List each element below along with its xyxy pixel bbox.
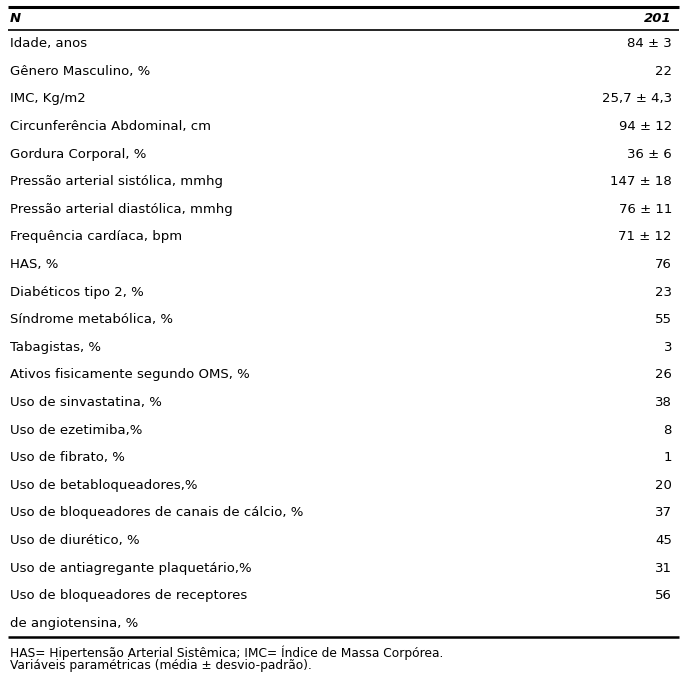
- Text: Uso de diurético, %: Uso de diurético, %: [10, 534, 139, 547]
- Text: 76: 76: [655, 258, 672, 271]
- Text: Síndrome metabólica, %: Síndrome metabólica, %: [10, 313, 173, 326]
- Text: 147 ± 18: 147 ± 18: [610, 175, 672, 188]
- Text: 36 ± 6: 36 ± 6: [627, 148, 672, 161]
- Text: 55: 55: [655, 313, 672, 326]
- Text: de angiotensina, %: de angiotensina, %: [10, 617, 138, 630]
- Text: 38: 38: [655, 396, 672, 409]
- Text: Idade, anos: Idade, anos: [10, 38, 87, 51]
- Text: Ativos fisicamente segundo OMS, %: Ativos fisicamente segundo OMS, %: [10, 369, 250, 382]
- Text: Uso de betabloqueadores,%: Uso de betabloqueadores,%: [10, 479, 197, 492]
- Text: 25,7 ± 4,3: 25,7 ± 4,3: [602, 92, 672, 105]
- Text: Frequência cardíaca, bpm: Frequência cardíaca, bpm: [10, 231, 182, 244]
- Text: Uso de bloqueadores de receptores: Uso de bloqueadores de receptores: [10, 589, 247, 602]
- Text: Gênero Masculino, %: Gênero Masculino, %: [10, 65, 150, 78]
- Text: 3: 3: [664, 341, 672, 354]
- Text: Pressão arterial sistólica, mmhg: Pressão arterial sistólica, mmhg: [10, 175, 223, 188]
- Text: 71 ± 12: 71 ± 12: [618, 231, 672, 244]
- Text: 45: 45: [655, 534, 672, 547]
- Text: HAS, %: HAS, %: [10, 258, 58, 271]
- Text: Gordura Corporal, %: Gordura Corporal, %: [10, 148, 146, 161]
- Text: 8: 8: [664, 423, 672, 436]
- Text: 37: 37: [655, 506, 672, 519]
- Text: Variáveis paramétricas (média ± desvio-padrão).: Variáveis paramétricas (média ± desvio-p…: [10, 659, 312, 672]
- Text: Circunferência Abdominal, cm: Circunferência Abdominal, cm: [10, 120, 211, 133]
- Text: Pressão arterial diastólica, mmhg: Pressão arterial diastólica, mmhg: [10, 203, 233, 216]
- Text: 22: 22: [655, 65, 672, 78]
- Text: 23: 23: [655, 286, 672, 299]
- Text: HAS= Hipertensão Arterial Sistêmica; IMC= Índice de Massa Corpórea.: HAS= Hipertensão Arterial Sistêmica; IMC…: [10, 645, 443, 659]
- Text: 31: 31: [655, 562, 672, 575]
- Text: IMC, Kg/m2: IMC, Kg/m2: [10, 92, 86, 105]
- Text: 26: 26: [655, 369, 672, 382]
- Text: Tabagistas, %: Tabagistas, %: [10, 341, 101, 354]
- Text: Diabéticos tipo 2, %: Diabéticos tipo 2, %: [10, 286, 144, 299]
- Text: 1: 1: [664, 451, 672, 464]
- Text: Uso de ezetimiba,%: Uso de ezetimiba,%: [10, 423, 142, 436]
- Text: 20: 20: [655, 479, 672, 492]
- Text: 94 ± 12: 94 ± 12: [619, 120, 672, 133]
- Text: 84 ± 3: 84 ± 3: [627, 38, 672, 51]
- Text: 56: 56: [655, 589, 672, 602]
- Text: Uso de bloqueadores de canais de cálcio, %: Uso de bloqueadores de canais de cálcio,…: [10, 506, 304, 519]
- Text: N: N: [10, 12, 21, 25]
- Text: Uso de fibrato, %: Uso de fibrato, %: [10, 451, 125, 464]
- Text: 76 ± 11: 76 ± 11: [618, 203, 672, 216]
- Text: 201: 201: [644, 12, 672, 25]
- Text: Uso de antiagregante plaquetário,%: Uso de antiagregante plaquetário,%: [10, 562, 251, 575]
- Text: Uso de sinvastatina, %: Uso de sinvastatina, %: [10, 396, 162, 409]
